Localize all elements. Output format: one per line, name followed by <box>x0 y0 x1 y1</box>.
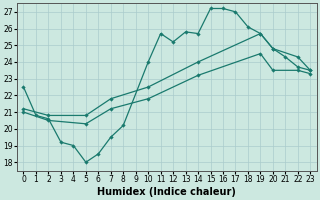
X-axis label: Humidex (Indice chaleur): Humidex (Indice chaleur) <box>98 187 236 197</box>
